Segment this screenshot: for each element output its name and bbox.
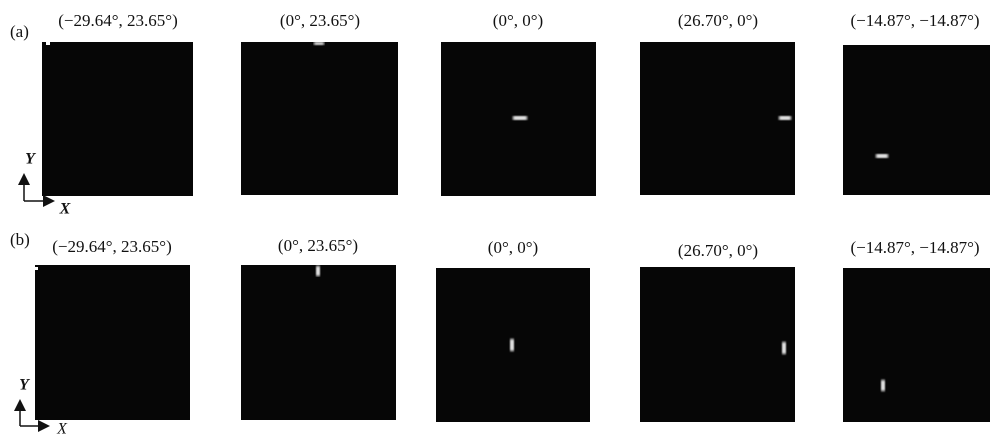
panel-title: (0°, 0°) [493, 11, 543, 30]
spot [316, 266, 320, 276]
axis-label-y: Y [19, 377, 30, 394]
panel-image [640, 42, 795, 195]
panel-title: (−14.87°, −14.87°) [850, 238, 979, 257]
spot [779, 116, 791, 120]
row-a: (−29.64°, 23.65°) (0°, 23.65°) (0°, 0°) … [24, 11, 990, 218]
spot [510, 339, 514, 351]
panel-title: (0°, 23.65°) [280, 11, 360, 30]
spot [876, 154, 888, 158]
panel-image [35, 265, 190, 420]
panel-title: (26.70°, 0°) [678, 11, 758, 30]
panel-image [241, 265, 396, 420]
panel-title: (−29.64°, 23.65°) [52, 237, 172, 256]
row-b: (−29.64°, 23.65°) (0°, 23.65°) (0°, 0°) … [19, 236, 990, 438]
figure: (a) (−29.64°, 23.65°) (0°, 23.65°) (0°, … [0, 0, 993, 438]
axis-label-x: X [59, 201, 71, 218]
panel-image [843, 45, 990, 195]
axis-label-y: Y [25, 151, 36, 168]
panel-image [640, 267, 795, 422]
spot [513, 116, 527, 120]
spot [782, 342, 786, 354]
spot [881, 380, 885, 391]
panel-image [42, 42, 193, 196]
panel-image [241, 42, 398, 195]
panel-title: (0°, 0°) [488, 238, 538, 257]
panel-title: (0°, 23.65°) [278, 236, 358, 255]
row-label: (b) [10, 230, 30, 249]
spot [46, 42, 50, 45]
panel-title: (26.70°, 0°) [678, 241, 758, 260]
panel-title: (−14.87°, −14.87°) [850, 11, 979, 30]
axis-label-x: X [56, 421, 68, 438]
panel-image [843, 268, 990, 422]
spot [35, 267, 38, 270]
spot [314, 42, 324, 45]
row-label: (a) [10, 22, 29, 41]
panel-title: (−29.64°, 23.65°) [58, 11, 178, 30]
